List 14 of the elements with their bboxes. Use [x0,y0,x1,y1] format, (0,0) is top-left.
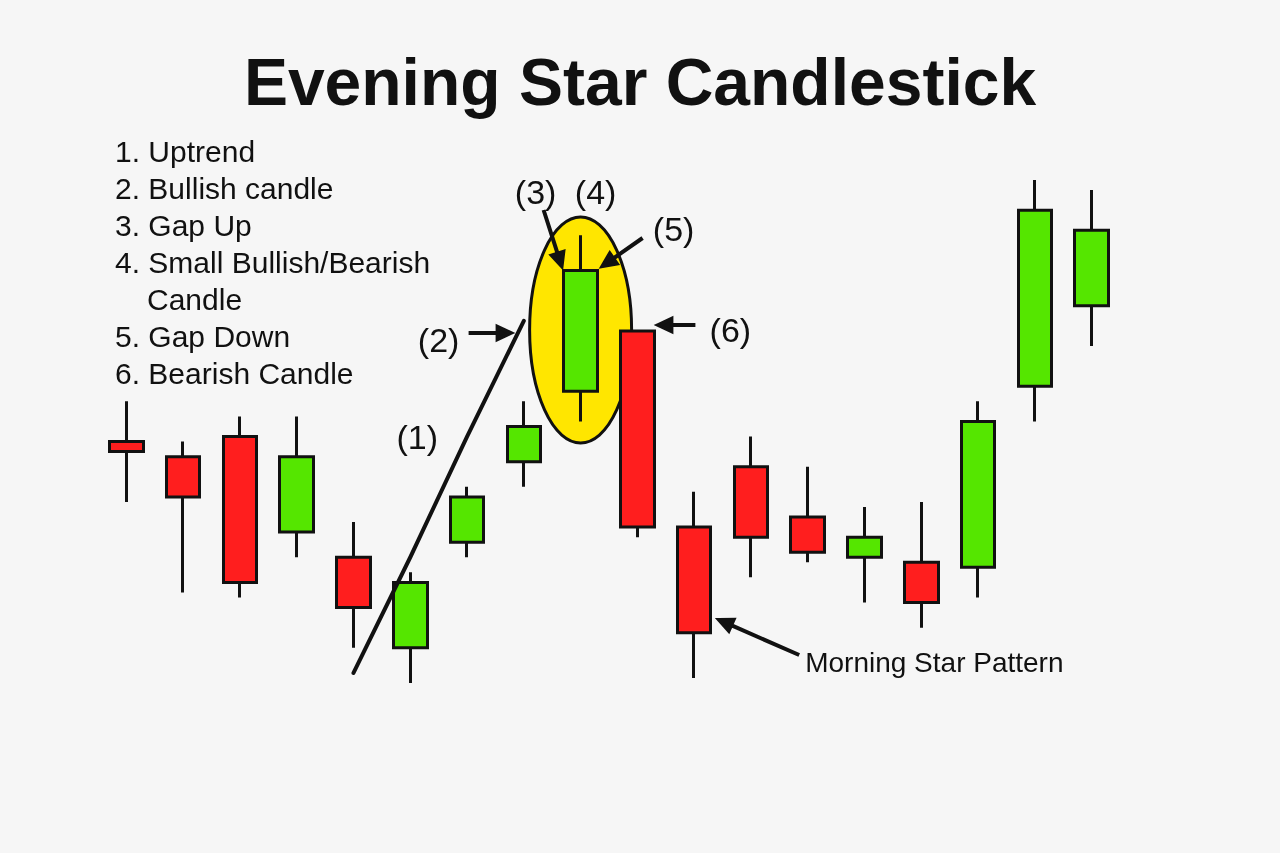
annotation: 2. Bullish candle [115,171,335,207]
annotation: Morning Star Pattern [805,646,1064,678]
annotation: (4) [574,173,617,211]
annotation: 5. Gap Down [115,320,291,353]
chart-title: Evening Star Candlestick [243,45,1037,119]
text: 1. Uptrend [115,134,257,170]
annotation: (6) [709,311,752,349]
annotation: 6. Bearish Candle [115,357,354,390]
annotation: (1) [396,418,439,456]
annotation: (5) [652,210,695,248]
annotation: (3) [514,173,557,211]
annotation: (2) [417,321,460,359]
annotation: 4. Small Bullish/Bearish Candle [115,245,432,318]
annotation: 3. Gap Up [115,208,253,244]
